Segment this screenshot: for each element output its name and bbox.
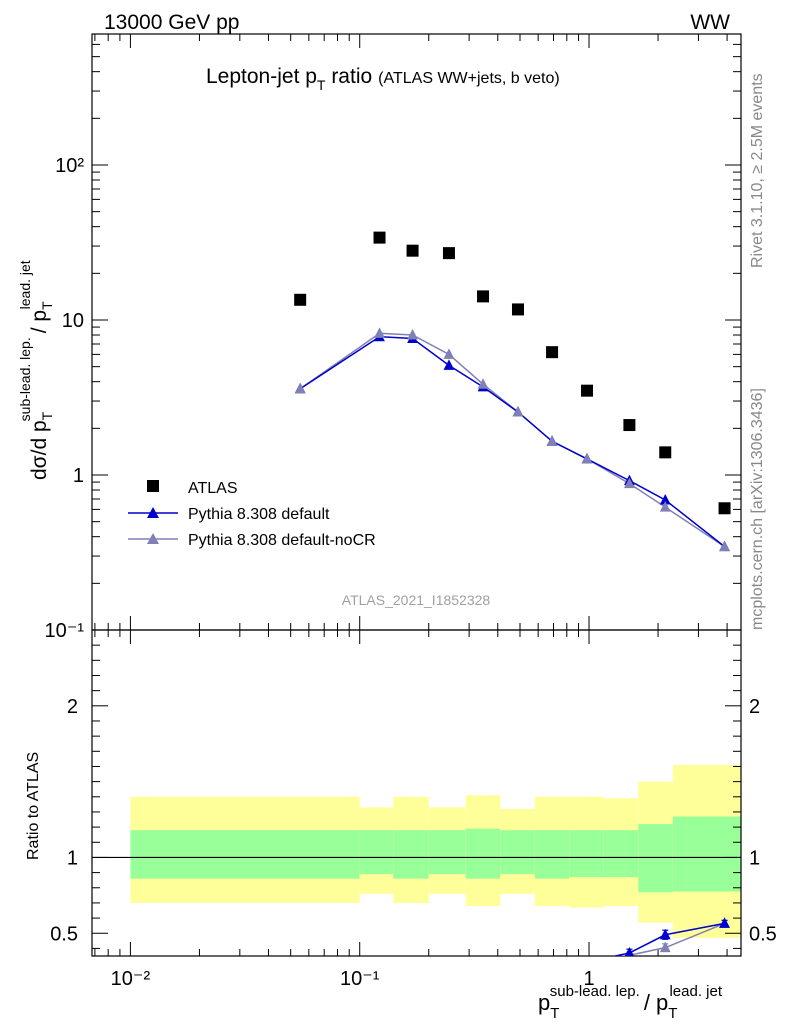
legend-label-default: Pythia 8.308 default: [188, 506, 330, 523]
energy-label: 13000 GeV pp: [104, 11, 239, 34]
point-atlas: [546, 346, 559, 359]
legend-marker-atlas: [147, 480, 159, 492]
analysis-watermark: ATLAS_2021_I1852328: [342, 592, 491, 608]
point-default: [443, 359, 455, 370]
legend-marker-nocr: [147, 533, 159, 544]
point-atlas: [718, 502, 731, 515]
ratio-point-nocr: [659, 941, 671, 953]
inner-band-bin: [359, 830, 394, 875]
point-atlas: [659, 446, 672, 459]
ratio-bands: [130, 764, 741, 938]
inner-band-bin: [672, 816, 741, 892]
point-nocr: [624, 477, 635, 489]
inner-band-bin: [465, 828, 501, 879]
main-title-subscript: T: [317, 77, 326, 93]
point-nocr: [477, 378, 489, 389]
main-title-text: Lepton-jet p: [206, 65, 317, 88]
point-atlas: [406, 244, 419, 257]
point-atlas: [373, 231, 386, 244]
ratio-y-tick-label-left: 2: [67, 696, 78, 718]
point-nocr: [294, 382, 306, 394]
mcplots-label: mcplots.cern.ch [arXiv:1306.3436]: [749, 388, 766, 630]
ratio-point-default: [659, 928, 671, 940]
point-atlas: [442, 247, 455, 260]
x-axis-label: pTsub-lead. lep. / pTlead. jet: [538, 983, 723, 1022]
svg-text:pTsub-lead. lep./ pTlead. jet: pTsub-lead. lep. / pTlead. jet: [538, 983, 723, 1022]
ratio-y-tick-label-right: 0.5: [749, 923, 777, 945]
inner-band-bin: [428, 830, 466, 875]
ratio-y-tick-label-left: 0.5: [50, 923, 78, 945]
series-line-nocr: [299, 332, 725, 548]
ratio-point-nocr: [582, 956, 593, 967]
inner-band-bin: [130, 830, 360, 879]
y-tick-label: 10: [62, 310, 84, 332]
inner-band-bin: [603, 830, 639, 878]
point-atlas: [477, 290, 490, 303]
point-default: [659, 493, 671, 505]
y-tick-label: 10²: [55, 155, 84, 177]
ratio-line-default: [611, 922, 725, 956]
main-title-note: (ATLAS WW+jets, b veto): [378, 70, 560, 87]
inner-band-bin: [534, 830, 570, 879]
ratio-plot-frame: [91, 629, 742, 957]
ratio-line-nocr: [619, 922, 725, 956]
inner-band-bin: [569, 830, 604, 878]
y-tick-label: 1: [73, 465, 84, 487]
point-nocr: [512, 405, 524, 417]
ratio-point-default: [582, 956, 593, 967]
main-title-tail: ratio: [325, 65, 372, 88]
point-nocr: [407, 329, 418, 340]
legend-label-atlas: ATLAS: [188, 480, 238, 497]
legend-marker-default: [147, 507, 159, 518]
ratio-y-axis-label: Ratio to ATLAS: [25, 752, 42, 860]
rivet-label: Rivet 3.1.10, ≥ 2.5M events: [749, 73, 766, 268]
point-nocr: [374, 327, 385, 338]
point-nocr: [443, 348, 455, 359]
ratio-series: [582, 917, 730, 967]
point-atlas: [581, 384, 594, 397]
y-tick-label: 10⁻¹: [45, 620, 85, 642]
ratio-point-default: [719, 917, 730, 928]
point-atlas: [511, 303, 524, 316]
process-label: WW: [690, 11, 730, 34]
legend: ATLAS Pythia 8.308 default Pythia 8.308 …: [128, 480, 376, 549]
inner-band-bin: [638, 824, 673, 893]
ratio-point-default: [624, 946, 635, 956]
svg-text:dσ/d pTsub-lead. lep./ pTlead.: dσ/d pTsub-lead. lep./ pTlead. jet: [17, 260, 55, 480]
inner-band-bin: [393, 830, 429, 879]
chart-marks: 10⁻² 10⁻¹ 1 10⁻¹ 1 10 10² 0.5 0.5 1 1 2 2: [45, 33, 777, 990]
point-nocr: [719, 540, 730, 552]
x-tick-label: 10⁻²: [111, 968, 151, 990]
point-nocr: [546, 435, 558, 446]
point-atlas: [623, 419, 636, 432]
legend-label-nocr: Pythia 8.308 default-noCR: [188, 532, 376, 549]
x-tick-label: 1: [583, 968, 594, 990]
main-title: Lepton-jet pT ratio (ATLAS WW+jets, b vet…: [206, 65, 560, 93]
ratio-y-tick-label-left: 1: [67, 847, 78, 869]
main-y-axis-label: dσ/d pTsub-lead. lep./ pTlead. jet: [17, 260, 55, 480]
inner-band-bin: [500, 830, 535, 875]
series-line-default: [299, 335, 726, 548]
x-tick-label: 10⁻¹: [340, 968, 380, 990]
point-nocr: [659, 501, 671, 512]
ratio-y-tick-label-right: 1: [749, 847, 760, 869]
point-atlas: [294, 293, 307, 306]
ratio-y-tick-label-right: 2: [749, 696, 760, 718]
point-nocr: [581, 452, 593, 464]
